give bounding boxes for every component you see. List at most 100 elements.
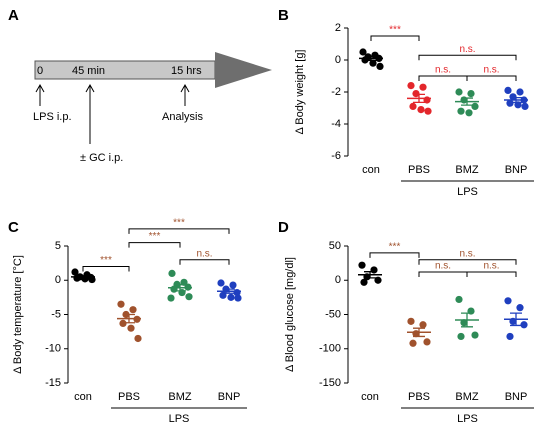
data-point: [168, 269, 176, 277]
panel: D -150 -100 -50 0 50 Δ Blood glucose [mg/dl] co…: [278, 219, 534, 423]
timeline-arrowhead: [215, 52, 272, 88]
event-arrow: [180, 83, 190, 106]
sem-bar: [223, 288, 235, 294]
event-label: LPS i.p.: [33, 111, 72, 123]
significance-bracket: [466, 75, 517, 81]
significance-bracket: [128, 228, 230, 234]
data-point: [423, 338, 431, 346]
significance-bracket: [82, 266, 130, 272]
x-tick-label: BMZ: [168, 391, 192, 403]
data-point: [409, 102, 417, 110]
sem-bar: [413, 93, 425, 104]
data-point: [417, 106, 425, 114]
data-point: [516, 304, 524, 312]
data-point: [471, 102, 479, 110]
x-tick-label: BNP: [218, 391, 241, 403]
y-tick-label: 50: [329, 240, 341, 252]
significance-bracket: [418, 271, 468, 278]
y-tick-label: 0: [335, 54, 341, 66]
significance-bracket: [418, 54, 517, 61]
sem-bar: [123, 313, 135, 324]
event-arrow: [35, 83, 45, 106]
x-tick-label: BNP: [505, 164, 528, 176]
x-tick-label: con: [74, 391, 92, 403]
significance-label: n.s.: [435, 261, 451, 272]
data-point: [424, 107, 432, 115]
timeline-tick: 0: [37, 65, 43, 77]
data-point: [376, 62, 384, 70]
data-point: [509, 93, 517, 101]
data-point: [516, 88, 524, 96]
data-point: [504, 86, 512, 94]
data-point: [407, 82, 415, 90]
significance-bracket: [418, 259, 517, 265]
data-point: [227, 293, 235, 301]
panel: B -6 -4 -2 0 2 Δ Body weight [g] con PBS BMZ BNP LP…: [278, 7, 534, 198]
data-point: [506, 99, 514, 107]
data-point: [370, 266, 378, 274]
event-label: Analysis: [162, 111, 203, 123]
significance-label: n.s.: [435, 65, 451, 76]
significance-bracket: [370, 35, 420, 41]
data-point: [455, 295, 463, 304]
data-point: [88, 275, 96, 284]
significance-label: n.s.: [483, 261, 499, 272]
data-point: [71, 268, 79, 276]
x-tick-label: BNP: [505, 391, 528, 403]
significance-bracket: [179, 259, 230, 265]
x-tick-label: con: [361, 391, 379, 403]
significance-label: ***: [149, 231, 161, 242]
group-label: LPS: [169, 413, 190, 423]
y-tick-label: -50: [325, 308, 341, 320]
data-point: [471, 331, 479, 339]
group-label: LPS: [457, 186, 478, 198]
data-point: [167, 294, 175, 302]
data-point: [127, 324, 135, 332]
significance-bracket: [369, 252, 420, 258]
data-point: [409, 339, 417, 347]
sem-bar: [461, 97, 473, 106]
data-point: [457, 332, 465, 341]
data-point: [419, 83, 427, 91]
x-tick-label: BMZ: [455, 164, 479, 176]
data-point: [129, 306, 137, 314]
y-axis-label: Δ Body temperature [°C]: [12, 255, 24, 374]
significance-bracket: [418, 75, 468, 81]
data-point: [117, 300, 125, 308]
data-point: [460, 319, 468, 327]
y-axis-label: Δ Blood glucose [mg/dl]: [284, 257, 296, 372]
y-tick-label: 2: [335, 22, 341, 34]
panel: C -15 -10 -5 0 5 Δ Body temperature [°C] con PBS…: [8, 218, 247, 423]
data-point: [358, 261, 366, 269]
event-arrow: [85, 83, 95, 144]
y-tick-label: -6: [331, 150, 341, 162]
data-point: [134, 334, 142, 343]
y-tick-label: -2: [331, 86, 341, 98]
sem-bar: [365, 55, 377, 61]
y-tick-label: -150: [319, 377, 341, 389]
data-point: [359, 48, 367, 56]
significance-label: ***: [100, 255, 112, 266]
significance-label: n.s.: [196, 248, 212, 259]
y-tick-label: -5: [51, 308, 61, 320]
data-point: [217, 279, 225, 287]
x-tick-label: con: [362, 164, 380, 176]
panel-letter: D: [278, 219, 289, 236]
y-axis-label: Δ Body weight [g]: [294, 49, 306, 134]
data-point: [412, 90, 420, 98]
data-point: [467, 90, 475, 98]
significance-bracket: [466, 271, 517, 278]
y-tick-label: -10: [45, 343, 61, 355]
data-point: [234, 294, 242, 302]
y-tick-label: 0: [55, 274, 61, 286]
significance-label: ***: [389, 241, 401, 252]
data-point: [504, 297, 512, 305]
group-label: LPS: [457, 413, 478, 423]
data-point: [369, 59, 377, 67]
x-tick-label: PBS: [118, 391, 140, 403]
data-point: [455, 88, 463, 96]
data-point: [520, 321, 528, 329]
y-tick-label: 0: [335, 274, 341, 286]
data-point: [360, 278, 368, 286]
